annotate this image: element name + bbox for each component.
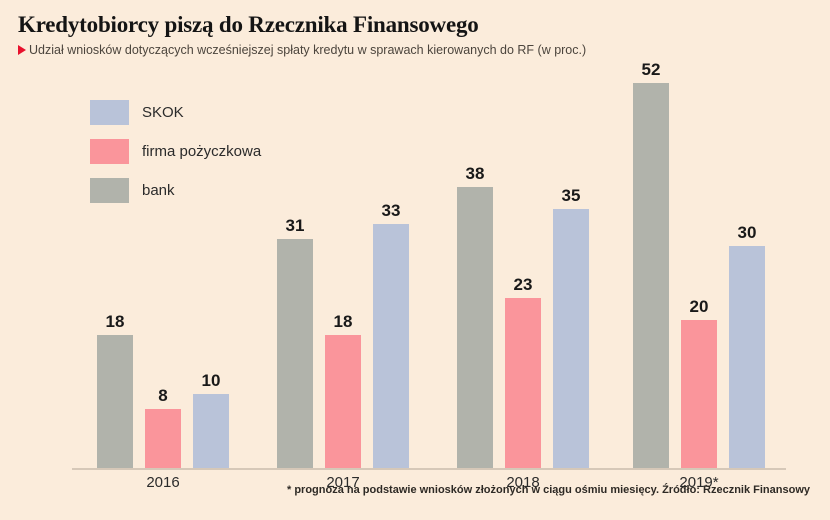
bar-skok-2016 <box>193 394 229 468</box>
legend-item-skok: SKOK <box>90 100 261 125</box>
bar-wrap: 10 <box>193 372 229 468</box>
x-axis-label-2018: 2018 <box>506 474 540 491</box>
bar-value-label: 30 <box>737 223 757 242</box>
bar-value-label: 52 <box>641 60 661 80</box>
legend-item-bank: bank <box>90 178 261 203</box>
footnote: * prognoza na podstawie wniosków złożony… <box>287 484 810 496</box>
x-axis-label-2019: 2019* <box>679 474 719 491</box>
bar-value-label: 31 <box>285 215 305 235</box>
bar-bank-2016 <box>97 334 133 468</box>
bar-wrap: 18 <box>325 313 361 468</box>
bar-value-label: 38 <box>465 163 485 183</box>
bar-wrap: 30 <box>729 224 765 468</box>
bar-wrap: 20 <box>681 298 717 468</box>
bar-value-label: 33 <box>381 200 401 220</box>
bar-value-label: 35 <box>561 186 581 205</box>
bar-value-label: 23 <box>513 274 533 294</box>
bar-value-label: 18 <box>333 311 353 331</box>
bar-bank-2017 <box>277 238 313 468</box>
bar-wrap: 38 <box>457 165 493 468</box>
bar-firma-pożyczkowa-2019 <box>681 320 717 468</box>
bar-firma-pożyczkowa-2016 <box>145 408 181 468</box>
legend-item-firma-pożyczkowa: firma pożyczkowa <box>90 139 261 164</box>
bar-wrap: 23 <box>505 276 541 468</box>
bar-skok-2018 <box>553 209 589 468</box>
bar-wrap: 33 <box>373 202 409 468</box>
bar-value-label: 18 <box>105 311 125 331</box>
legend: SKOK firma pożyczkowa bank <box>90 100 261 217</box>
bar-value-label: 20 <box>689 297 709 316</box>
bar-skok-2017 <box>373 223 409 468</box>
bar-group-2016: 18 8 10 <box>97 313 229 468</box>
chart-title: Kredytobiorcy piszą do Rzecznika Finanso… <box>18 12 479 37</box>
x-axis-label-2017: 2017 <box>326 474 360 491</box>
chart-subtitle-text: Udział wniosków dotyczących wcześniejsze… <box>29 43 587 57</box>
legend-label: bank <box>142 182 175 199</box>
bar-firma-pożyczkowa-2018 <box>505 297 541 468</box>
bar-group-2018: 38 23 35 <box>457 165 589 468</box>
bar-bank-2018 <box>457 186 493 468</box>
legend-label: SKOK <box>142 104 184 121</box>
legend-swatch-icon <box>90 178 129 203</box>
x-axis-line <box>72 468 786 470</box>
x-axis-label-2016: 2016 <box>146 474 180 491</box>
bar-group-2017: 31 18 33 <box>277 202 409 468</box>
bar-group-2019: 52 20 30 <box>633 61 765 468</box>
chart-subtitle: Udział wniosków dotyczących wcześniejsze… <box>18 43 586 57</box>
bar-wrap: 31 <box>277 217 313 468</box>
bar-value-label: 10 <box>201 371 221 390</box>
bar-wrap: 18 <box>97 313 133 468</box>
bar-wrap: 35 <box>553 187 589 468</box>
bar-skok-2019 <box>729 246 765 468</box>
subtitle-marker-icon <box>18 45 26 55</box>
bar-wrap: 52 <box>633 61 669 468</box>
bar-bank-2019 <box>633 83 669 468</box>
bar-firma-pożyczkowa-2017 <box>325 334 361 468</box>
legend-swatch-icon <box>90 139 129 164</box>
legend-label: firma pożyczkowa <box>142 143 262 160</box>
legend-swatch-icon <box>90 100 129 125</box>
bar-value-label: 8 <box>158 385 168 405</box>
bar-wrap: 8 <box>145 387 181 468</box>
